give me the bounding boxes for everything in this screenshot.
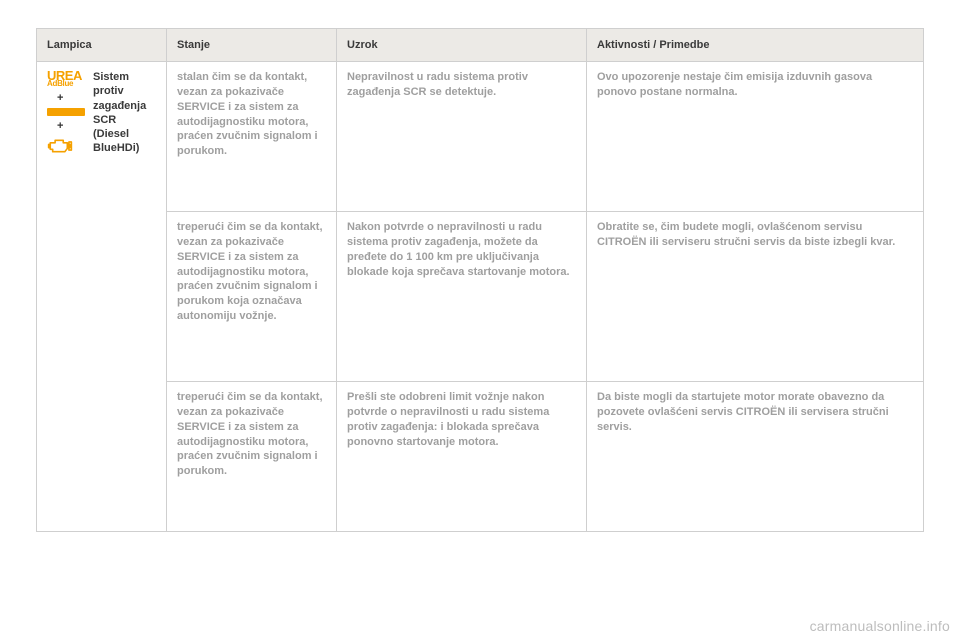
cause-text: Nepravilnost u radu sistema protiv zagađ… <box>347 70 576 100</box>
cell-state: stalan čim se da kontakt, vezan za pokaz… <box>167 62 337 212</box>
plus-icon: + <box>47 92 63 104</box>
table-row: treperući čim se da kontakt, vezan za po… <box>37 382 924 532</box>
service-icon <box>47 108 85 116</box>
action-text: Da biste mogli da startujete motor morat… <box>597 390 913 435</box>
cell-cause: Prešli ste odobreni limit vožnje nakon p… <box>337 382 587 532</box>
state-text: stalan čim se da kontakt, vezan za pokaz… <box>177 70 326 159</box>
state-text: treperući čim se da kontakt, vezan za po… <box>177 390 326 479</box>
cell-state: treperući čim se da kontakt, vezan za po… <box>167 212 337 382</box>
lamp-title: Sistem protiv zagađenja SCR <box>93 70 156 127</box>
cell-action: Obratite se, čim budete mogli, ovlašćeno… <box>587 212 924 382</box>
cell-action: Da biste mogli da startujete motor morat… <box>587 382 924 532</box>
watermark-text: carmanualsonline.info <box>810 618 950 634</box>
header-lamp: Lampica <box>37 29 167 62</box>
action-text: Obratite se, čim budete mogli, ovlašćeno… <box>597 220 913 250</box>
header-state: Stanje <box>167 29 337 62</box>
table-row: treperući čim se da kontakt, vezan za po… <box>37 212 924 382</box>
cause-text: Nakon potvrde o nepravilnosti u radu sis… <box>347 220 576 279</box>
action-text: Ovo upozorenje nestaje čim emisija izduv… <box>597 70 913 100</box>
state-text: treperući čim se da kontakt, vezan za po… <box>177 220 326 324</box>
table-row: UREA AdBlue + + <box>37 62 924 212</box>
urea-icon: UREA AdBlue <box>47 70 82 88</box>
cell-action: Ovo upozorenje nestaje čim emisija izduv… <box>587 62 924 212</box>
lamp-icon-stack: UREA AdBlue + + <box>47 70 85 159</box>
lamp-label-block: Sistem protiv zagađenja SCR (Diesel Blue… <box>93 70 156 159</box>
header-cause: Uzrok <box>337 29 587 62</box>
cause-text: Prešli ste odobreni limit vožnje nakon p… <box>347 390 576 449</box>
lamp-cell: UREA AdBlue + + <box>37 62 167 532</box>
engine-icon <box>47 136 73 159</box>
warning-lamp-table: Lampica Stanje Uzrok Aktivnosti / Primed… <box>36 28 924 532</box>
cell-cause: Nakon potvrde o nepravilnosti u radu sis… <box>337 212 587 382</box>
header-action: Aktivnosti / Primedbe <box>587 29 924 62</box>
cell-state: treperući čim se da kontakt, vezan za po… <box>167 382 337 532</box>
lamp-subtitle: (Diesel BlueHDi) <box>93 127 156 156</box>
manual-page: Lampica Stanje Uzrok Aktivnosti / Primed… <box>0 0 960 552</box>
table-header-row: Lampica Stanje Uzrok Aktivnosti / Primed… <box>37 29 924 62</box>
plus-icon: + <box>47 120 63 132</box>
cell-cause: Nepravilnost u radu sistema protiv zagađ… <box>337 62 587 212</box>
